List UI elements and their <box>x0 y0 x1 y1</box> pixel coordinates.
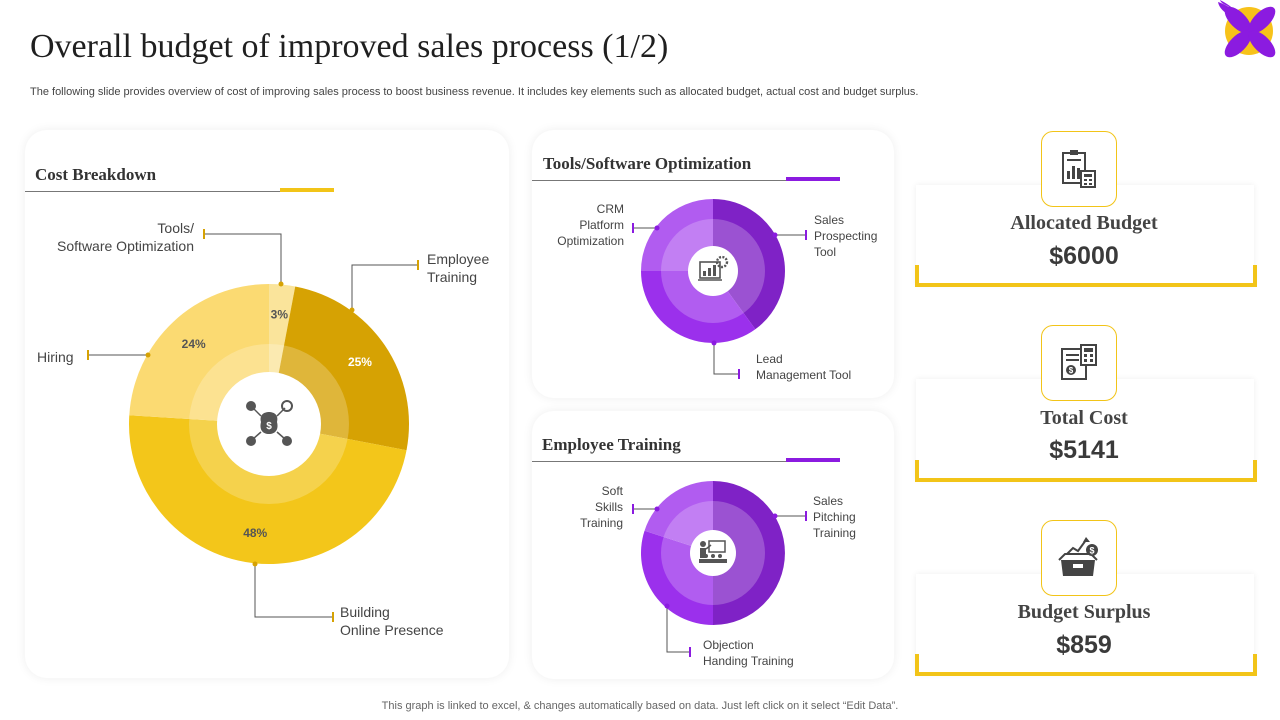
label-tools-line1: Tools/ <box>157 220 194 236</box>
cost-leader-dots <box>145 281 355 567</box>
label-sales-prospect-1: Sales <box>814 213 845 227</box>
label-objection-2: Handing Training <box>703 654 794 668</box>
label-objection-1: Objection <box>703 638 754 652</box>
allocated-budget-label: Allocated Budget <box>1010 212 1158 234</box>
label-soft-2: Skills <box>594 500 623 514</box>
cost-value-label-tools-software-optimization: 3% <box>271 307 289 321</box>
budget-surplus-icon-box: $ <box>1041 520 1117 596</box>
total-cost-value: $5141 <box>1049 436 1119 464</box>
budget-surplus-bracket <box>915 654 1257 676</box>
total-cost-bracket <box>915 460 1257 482</box>
cost-value-label-employee-training: 25% <box>348 355 372 369</box>
budget-surplus-label: Budget Surplus <box>1017 601 1151 623</box>
label-sales-prospect-3: Tool <box>814 245 837 259</box>
cost-breakdown-title: Cost Breakdown <box>35 165 157 184</box>
label-sales-prospect-2: Prospecting <box>814 229 878 243</box>
label-training-line1: Employee <box>427 251 490 267</box>
tools-title: Tools/Software Optimization <box>543 154 752 173</box>
cost-slices <box>129 284 409 564</box>
allocated-budget-value: $6000 <box>1049 242 1119 270</box>
cost-leader-lines <box>88 233 418 618</box>
label-lead-2: Management Tool <box>756 368 852 382</box>
label-online-line1: Building <box>340 604 390 620</box>
label-pitch-1: Sales <box>813 494 844 508</box>
allocated-budget-bracket <box>915 265 1257 287</box>
label-pitch-2: Pitching <box>813 510 856 524</box>
total-cost-label: Total Cost <box>1040 407 1128 429</box>
label-training-line2: Training <box>427 269 478 285</box>
tools-title-line <box>532 180 840 181</box>
budget-surplus-value: $859 <box>1056 631 1112 659</box>
cost-value-label-building-online-presence: 48% <box>243 526 267 540</box>
page-subtitle: The following slide provides overview of… <box>30 86 919 98</box>
training-title-accent <box>786 458 840 462</box>
cost-leader-ticks <box>87 229 419 622</box>
wallet-growth-icon: $ <box>1058 537 1098 576</box>
label-hiring: Hiring <box>37 349 74 365</box>
label-tools-line2: Software Optimization <box>57 238 194 254</box>
svg-text:$: $ <box>1069 366 1074 375</box>
cost-breakdown-title-accent <box>280 188 334 192</box>
tools-title-accent <box>786 177 840 181</box>
label-online-line2: Online Presence <box>340 622 444 638</box>
money-bag-network-icon: $ <box>246 400 293 446</box>
cost-value-label-hiring: 24% <box>182 337 206 351</box>
svg-text:$: $ <box>266 421 272 432</box>
page-title: Overall budget of improved sales process… <box>30 28 669 65</box>
cost-slice-building-online-presence <box>129 415 407 564</box>
flower-logo-icon <box>1218 0 1276 58</box>
training-title-line <box>532 461 840 462</box>
label-pitch-3: Training <box>813 526 856 540</box>
svg-text:$: $ <box>1089 546 1094 556</box>
label-crm-2: Platform <box>579 218 624 232</box>
label-crm-1: CRM <box>596 202 624 216</box>
label-soft-1: Soft <box>601 484 623 498</box>
invoice-calculator-icon: $ <box>1061 344 1097 380</box>
label-lead-1: Lead <box>756 352 783 366</box>
training-title: Employee Training <box>542 435 681 454</box>
label-soft-3: Training <box>580 516 623 530</box>
allocated-budget-icon-box <box>1041 131 1117 207</box>
label-crm-3: Optimization <box>557 234 624 248</box>
footer-note: This graph is linked to excel, & changes… <box>381 700 899 712</box>
total-cost-icon-box: $ <box>1041 325 1117 401</box>
clipboard-chart-calculator-icon <box>1062 150 1096 188</box>
cost-breakdown-title-line <box>25 191 333 192</box>
